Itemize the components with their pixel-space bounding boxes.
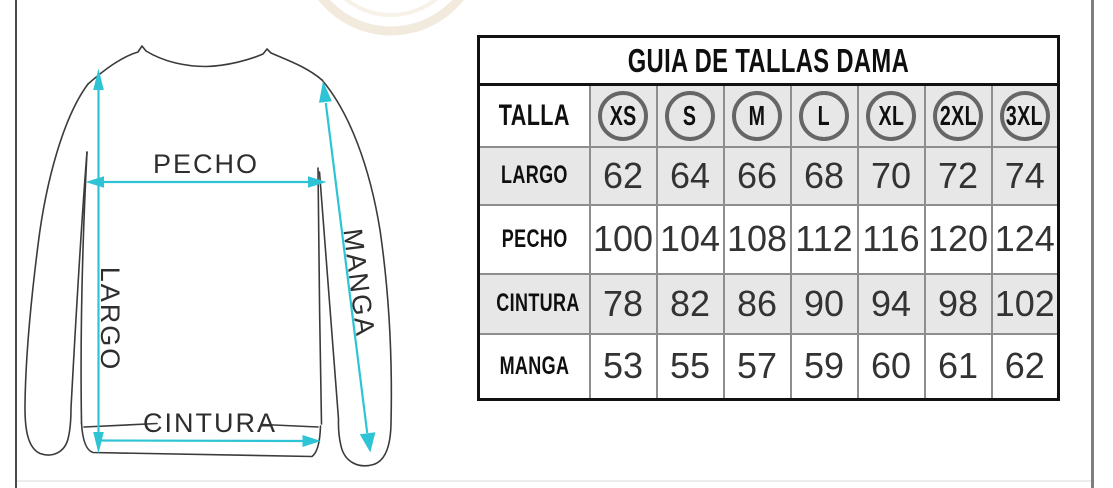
measurement-value: 74 bbox=[990, 145, 1060, 206]
table-title-row: GUIA DE TALLAS DAMA bbox=[477, 35, 1060, 86]
size-circle: 2XL bbox=[933, 90, 983, 141]
measurement-value: 61 bbox=[923, 332, 993, 401]
row-label-manga: MANGA bbox=[477, 332, 591, 401]
measurement-value: 66 bbox=[722, 145, 792, 206]
row-label-largo: LARGO bbox=[477, 145, 591, 206]
size-circle: M bbox=[732, 90, 782, 141]
waistband-seam-right bbox=[262, 423, 319, 428]
bottom-frame-line bbox=[17, 480, 1091, 482]
measurement-value: 53 bbox=[588, 332, 658, 401]
measurement-value: 102 bbox=[990, 272, 1060, 335]
right-frame-line bbox=[1091, 0, 1094, 488]
measurement-value: 57 bbox=[722, 332, 792, 401]
measurement-value: 62 bbox=[588, 145, 658, 206]
left-body-edge bbox=[80, 151, 88, 424]
pecho-row: PECHO 100 104 108 112 116 120 124 bbox=[477, 203, 1060, 275]
largo-arrow bbox=[93, 68, 104, 454]
size-circle: L bbox=[799, 90, 849, 141]
talla-header: TALLA bbox=[477, 83, 591, 148]
size-circle: XS bbox=[598, 90, 648, 141]
measurement-value: 90 bbox=[789, 272, 859, 335]
right-sleeve bbox=[318, 79, 393, 467]
measurement-value: 62 bbox=[990, 332, 1060, 401]
measurement-value: 120 bbox=[923, 203, 993, 275]
largo-row: LARGO 62 64 66 68 70 72 74 bbox=[477, 145, 1060, 206]
measurement-value: 55 bbox=[655, 332, 725, 401]
size-badge-2xl: 2XL bbox=[923, 83, 993, 148]
measurement-value: 124 bbox=[990, 203, 1060, 275]
measurement-value: 108 bbox=[722, 203, 792, 275]
table-title: GUIA DE TALLAS DAMA bbox=[477, 35, 1060, 86]
measurement-value: 60 bbox=[856, 332, 926, 401]
cintura-row: CINTURA 78 82 86 90 94 98 102 bbox=[477, 272, 1060, 335]
size-circle: S bbox=[665, 90, 715, 141]
measurement-value: 98 bbox=[923, 272, 993, 335]
waistband bbox=[80, 422, 322, 458]
measurement-value: 70 bbox=[856, 145, 926, 206]
left-sleeve bbox=[24, 83, 89, 456]
size-table-container: GUIA DE TALLAS DAMA TALLA XS S M bbox=[477, 35, 1060, 401]
waistband-seam-left bbox=[83, 422, 158, 428]
manga-arrow bbox=[319, 81, 376, 453]
measurement-value: 64 bbox=[655, 145, 725, 206]
size-badge-l: L bbox=[789, 83, 859, 148]
cintura-label: CINTURA bbox=[143, 408, 277, 438]
sweater-measurement-diagram: PECHO LARGO MANGA CINTURA bbox=[24, 0, 464, 467]
measurement-value: 72 bbox=[923, 145, 993, 206]
size-badge-xs: XS bbox=[588, 83, 658, 148]
size-badge-s: S bbox=[655, 83, 725, 148]
size-badge-xl: XL bbox=[856, 83, 926, 148]
measurement-value: 94 bbox=[856, 272, 926, 335]
measurement-value: 78 bbox=[588, 272, 658, 335]
right-body-edge bbox=[317, 167, 323, 425]
measurement-value: 82 bbox=[655, 272, 725, 335]
measurement-value: 68 bbox=[789, 145, 859, 206]
row-label-cintura: CINTURA bbox=[477, 272, 591, 335]
pecho-label: PECHO bbox=[153, 149, 259, 179]
cintura-arrow bbox=[98, 435, 321, 447]
manga-row: MANGA 53 55 57 59 60 61 62 bbox=[477, 332, 1060, 401]
left-frame-line bbox=[15, 0, 17, 488]
size-badge-m: M bbox=[722, 83, 792, 148]
manga-label: MANGA bbox=[337, 227, 380, 339]
measurement-value: 86 bbox=[722, 272, 792, 335]
measurement-value: 116 bbox=[856, 203, 926, 275]
faint-logo-arc bbox=[318, 0, 464, 36]
measurement-value: 104 bbox=[655, 203, 725, 275]
size-circle: 3XL bbox=[999, 90, 1050, 141]
collar-and-shoulders bbox=[87, 45, 323, 85]
measurement-arrows bbox=[85, 68, 376, 454]
measurement-value: 100 bbox=[588, 203, 658, 275]
size-circle: XL bbox=[866, 90, 916, 141]
measurement-value: 59 bbox=[789, 332, 859, 401]
size-table: GUIA DE TALLAS DAMA TALLA XS S M bbox=[477, 35, 1060, 401]
pecho-arrow bbox=[85, 176, 327, 188]
size-header-row: TALLA XS S M L XL bbox=[477, 83, 1060, 148]
measurement-value: 112 bbox=[789, 203, 859, 275]
row-label-pecho: PECHO bbox=[477, 203, 591, 275]
largo-label: LARGO bbox=[95, 267, 125, 372]
size-badge-3xl: 3XL bbox=[990, 83, 1060, 148]
sweater-outline bbox=[24, 45, 393, 467]
